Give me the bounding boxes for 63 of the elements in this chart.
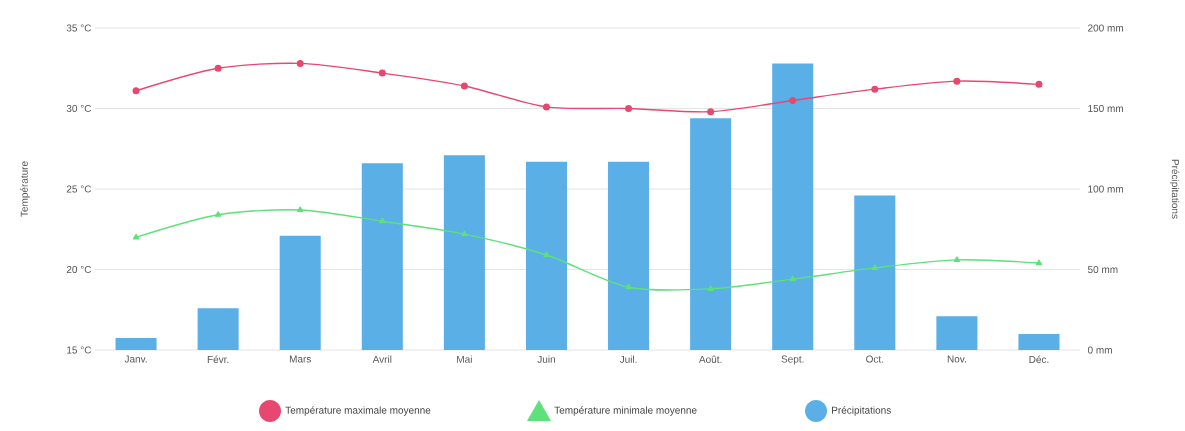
bar bbox=[279, 235, 321, 350]
bar bbox=[690, 118, 732, 350]
y-tick-label: 25 °C bbox=[66, 185, 92, 193]
point bbox=[707, 285, 714, 291]
point bbox=[789, 275, 796, 282]
point bbox=[132, 87, 140, 95]
x-tick-label: Févr. bbox=[207, 355, 229, 363]
y-axis-title: Température bbox=[20, 161, 30, 217]
bar bbox=[525, 161, 567, 350]
y-tick-label: 15 °C bbox=[67, 346, 92, 354]
point bbox=[132, 233, 140, 240]
point bbox=[953, 77, 961, 85]
x-tick-label: Janv. bbox=[124, 355, 147, 363]
point bbox=[871, 85, 879, 93]
point bbox=[460, 82, 468, 90]
y2-axis-title: Précipitations bbox=[1169, 159, 1180, 219]
legend-label: Température minimale moyenne bbox=[554, 406, 697, 416]
bar bbox=[772, 63, 814, 350]
bar bbox=[936, 316, 978, 350]
x-tick-label: Août. bbox=[698, 355, 722, 363]
y-tick-label: 35 °C bbox=[66, 24, 92, 32]
y-tick-label: 20 °C bbox=[66, 265, 92, 274]
x-tick-label: Avril bbox=[372, 355, 392, 363]
legend-label: Température maximale moyenne bbox=[285, 406, 431, 416]
point bbox=[1035, 80, 1043, 88]
legend-label: Précipitations bbox=[832, 406, 891, 416]
point bbox=[297, 206, 304, 213]
x-tick-label: Oct. bbox=[866, 355, 884, 363]
point bbox=[542, 103, 550, 111]
y2-tick-label: 150 mm bbox=[1088, 104, 1123, 113]
point bbox=[543, 251, 550, 258]
x-tick-label: Mars bbox=[289, 355, 311, 363]
y2-tick-label: 50 mm bbox=[1087, 265, 1118, 274]
point bbox=[215, 211, 222, 217]
y-tick-label: 30 °C bbox=[66, 104, 92, 113]
bar bbox=[361, 163, 403, 350]
point bbox=[296, 59, 304, 67]
x-tick-label: Mai bbox=[457, 355, 472, 363]
y2-tick-label: 0 mm bbox=[1087, 346, 1112, 354]
bar bbox=[115, 337, 157, 350]
x-tick-label: Déc. bbox=[1029, 355, 1049, 363]
point bbox=[953, 256, 961, 262]
point bbox=[378, 69, 386, 77]
bar bbox=[608, 161, 650, 350]
bar bbox=[197, 308, 239, 350]
point bbox=[461, 230, 468, 237]
x-tick-label: Nov. bbox=[947, 355, 966, 363]
x-tick-label: Juil. bbox=[619, 355, 637, 363]
x-tick-label: Sept. bbox=[781, 355, 804, 365]
y2-tick-label: 200 mm bbox=[1088, 24, 1123, 32]
point bbox=[214, 64, 222, 72]
bar bbox=[443, 155, 485, 350]
bar bbox=[854, 195, 896, 350]
point bbox=[625, 283, 632, 290]
x-tick-label: Juin bbox=[537, 355, 555, 363]
point bbox=[1035, 259, 1043, 266]
point bbox=[789, 96, 797, 104]
y2-tick-label: 100 mm bbox=[1088, 185, 1123, 193]
point bbox=[379, 217, 386, 224]
point bbox=[871, 264, 878, 270]
bar bbox=[1018, 333, 1060, 350]
point bbox=[707, 108, 715, 116]
point bbox=[625, 105, 633, 112]
